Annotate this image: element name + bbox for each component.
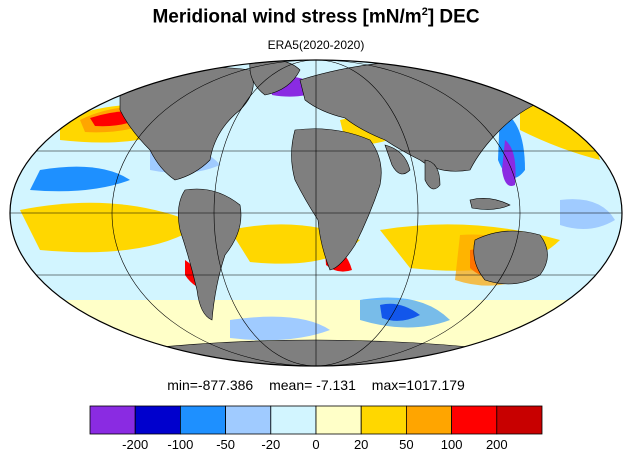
graticule — [10, 60, 622, 366]
colorbar-tick-label: 200 — [485, 437, 508, 452]
colorbar-swatch — [89, 405, 136, 435]
colorbar-tick-label: 20 — [353, 437, 369, 452]
wind-patch — [230, 316, 330, 341]
colorbar-swatch — [496, 405, 543, 435]
india — [424, 159, 441, 190]
stat-mean: mean= -7.131 — [269, 377, 356, 393]
africa — [291, 128, 382, 271]
colorbar-swatch — [315, 405, 362, 435]
colorbar-tick-label: -20 — [261, 437, 281, 452]
wind-patch — [560, 199, 615, 229]
colorbar-tick-label: 0 — [312, 437, 320, 452]
map-title: Meridional wind stress [mN/m2] DEC — [152, 6, 480, 28]
colorbar-tick-label: -50 — [216, 437, 235, 452]
colorbar-tick-label: -100 — [167, 437, 194, 452]
colorbar-swatch — [360, 405, 407, 435]
stat-min: min=-877.386 — [167, 377, 254, 393]
colorbar-tick-label: -200 — [122, 437, 149, 452]
colorbar-swatch — [270, 405, 317, 435]
land — [109, 60, 548, 366]
map-subtitle: ERA5(2020-2020) — [267, 38, 365, 52]
colorbar-swatch — [451, 405, 498, 435]
wind-patch — [520, 100, 600, 160]
stats-line: min=-877.386 mean= -7.131 max=1017.179 — [0, 377, 632, 393]
colorbar-swatch — [225, 405, 272, 435]
wind-patch — [30, 166, 130, 192]
wind-patch — [20, 202, 200, 253]
north-america — [119, 67, 254, 181]
colorbar-swatch — [134, 405, 181, 435]
world-map — [9, 59, 623, 367]
colorbar-swatch — [179, 405, 226, 435]
indonesia — [469, 198, 511, 210]
wind-patch — [360, 297, 450, 328]
colorbar-tick-label: 50 — [399, 437, 414, 452]
colorbar-tick-label: 100 — [440, 437, 463, 452]
map-outline — [9, 59, 623, 367]
colorbar-swatch — [405, 405, 452, 435]
arabia — [384, 144, 411, 175]
south-america — [178, 188, 242, 321]
stat-max: max=1017.179 — [371, 377, 465, 393]
